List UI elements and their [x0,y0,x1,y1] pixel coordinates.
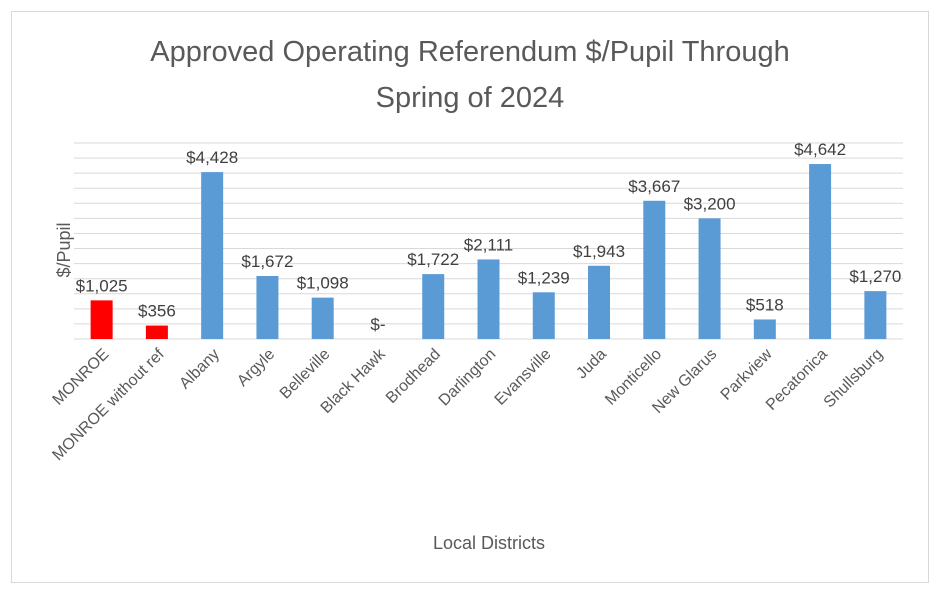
data-label: $- [370,315,385,334]
chart-frame [11,11,929,583]
bar-argyle [256,275,279,339]
chart-title-line-2: Spring of 2024 [375,82,565,114]
bar-evansville [532,292,555,339]
x-tick-label: Belleville [277,346,334,403]
data-label: $518 [746,295,784,314]
data-label: $4,642 [794,140,846,159]
bar-parkview [753,319,776,339]
data-label: $1,025 [76,276,128,295]
data-label: $1,239 [518,268,570,287]
data-label: $356 [138,302,176,321]
x-tick-label: Juda [573,346,610,383]
x-tick-label: Parkview [718,345,776,403]
x-axis-label: Local Districts [433,533,545,553]
bar-shullsburg [864,291,887,339]
y-axis-label: $/Pupil [54,222,74,277]
bars [90,164,887,339]
bar-darlington [477,259,500,339]
data-label: $1,098 [297,274,349,293]
data-label: $1,672 [241,252,293,271]
chart-title-line-1: Approved Operating Referendum $/Pupil Th… [150,36,790,68]
data-labels: $1,025 $356 $4,428 $1,672$1,098 $- $1,722 $2,1… [76,140,902,334]
data-label: $3,200 [684,194,736,213]
data-label: $4,428 [186,148,238,167]
x-tick-label: Albany [176,346,223,393]
data-label: $2,111 [464,235,513,254]
x-tick-label: Argyle [234,346,278,390]
bar-new-glarus [698,218,721,339]
data-label: $3,667 [628,177,680,196]
bar-pecatonica [809,164,832,339]
data-label: $1,270 [849,267,901,286]
bar-monroe [90,300,113,339]
data-label: $1,722 [407,250,459,269]
bar-monroe-without-ref [145,325,168,339]
bar-albany [201,172,224,339]
data-label: $1,943 [573,242,625,261]
x-tick-label: Shullsburg [821,346,886,411]
bar-monticello [643,200,666,339]
x-tick-label: MONROE without ref [49,345,168,464]
x-tick-label: Evansville [492,346,555,409]
bar-juda [588,265,611,339]
bar-belleville [311,297,334,339]
x-tick-label: Darlington [436,346,500,410]
bar-brodhead [422,274,445,339]
